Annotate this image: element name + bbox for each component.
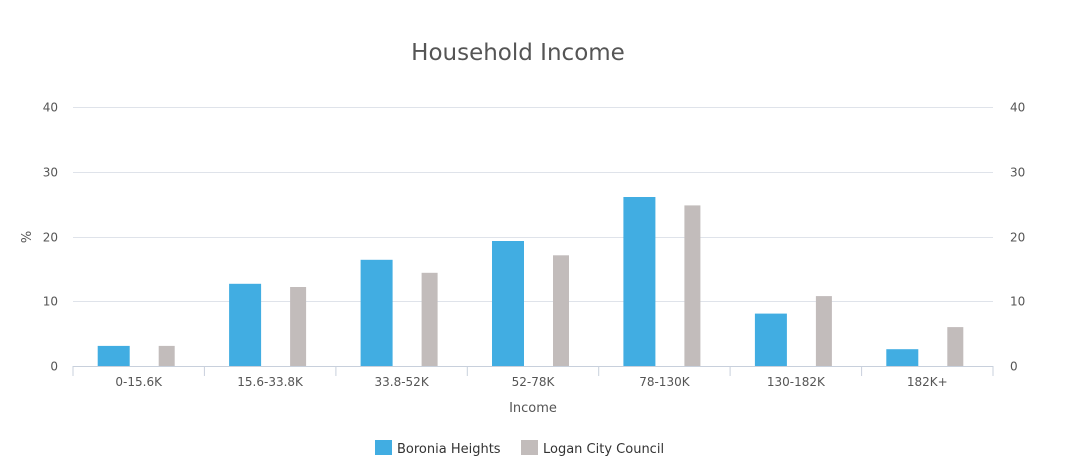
legend-swatch — [521, 440, 538, 455]
y-tick-label-left: 20 — [43, 231, 58, 245]
y-tick-label-left: 10 — [43, 295, 58, 309]
bar-boronia-heights — [97, 345, 130, 366]
bar-boronia-heights — [754, 313, 787, 366]
x-tick-label: 15.6-33.8K — [237, 375, 304, 389]
y-axis-left-ticks: 0 10 20 30 40 — [43, 101, 58, 374]
bar-logan-city-council — [421, 272, 438, 366]
legend-label: Boronia Heights — [397, 442, 501, 457]
bar-logan-city-council — [684, 205, 701, 366]
bars — [97, 197, 964, 366]
x-tick-label: 33.8-52K — [375, 375, 430, 389]
bar-logan-city-council — [158, 345, 175, 366]
bar-boronia-heights — [623, 197, 656, 366]
legend: Boronia Heights Logan City Council — [375, 440, 664, 457]
legend-swatch — [375, 440, 392, 455]
bar-logan-city-council — [553, 255, 569, 366]
bar-logan-city-council — [815, 296, 832, 366]
bar-logan-city-council — [947, 327, 964, 366]
x-axis-ticks: 0-15.6K 15.6-33.8K 33.8-52K 52-78K 78-130K 13… — [72, 366, 994, 389]
y-tick-label-left: 40 — [43, 101, 58, 115]
y-tick-label-left: 0 — [50, 360, 58, 374]
x-axis-title: Income — [509, 401, 557, 416]
x-tick-label: 78-130K — [639, 375, 691, 389]
bar-logan-city-council — [290, 287, 307, 366]
x-tick-label: 0-15.6K — [115, 375, 163, 389]
y-tick-label-right: 0 — [1010, 360, 1018, 374]
y-axis-right-ticks: 0 10 20 30 40 — [1010, 101, 1025, 374]
y-tick-label-right: 10 — [1010, 295, 1025, 309]
bar-boronia-heights — [360, 259, 393, 366]
legend-label: Logan City Council — [543, 442, 664, 457]
x-tick-label: 130-182K — [767, 375, 826, 389]
y-tick-label-right: 40 — [1010, 101, 1025, 115]
bar-boronia-heights — [229, 283, 262, 366]
bar-boronia-heights — [492, 241, 524, 366]
y-tick-label-right: 20 — [1010, 231, 1025, 245]
y-tick-label-left: 30 — [43, 166, 58, 180]
gridlines — [73, 107, 993, 302]
chart-title: Household Income — [411, 40, 625, 66]
x-tick-label: 52-78K — [512, 375, 556, 389]
x-tick-label: 182K+ — [907, 375, 948, 389]
y-tick-label-right: 30 — [1010, 166, 1025, 180]
y-axis-title: % — [20, 231, 35, 243]
bar-boronia-heights — [886, 349, 919, 366]
